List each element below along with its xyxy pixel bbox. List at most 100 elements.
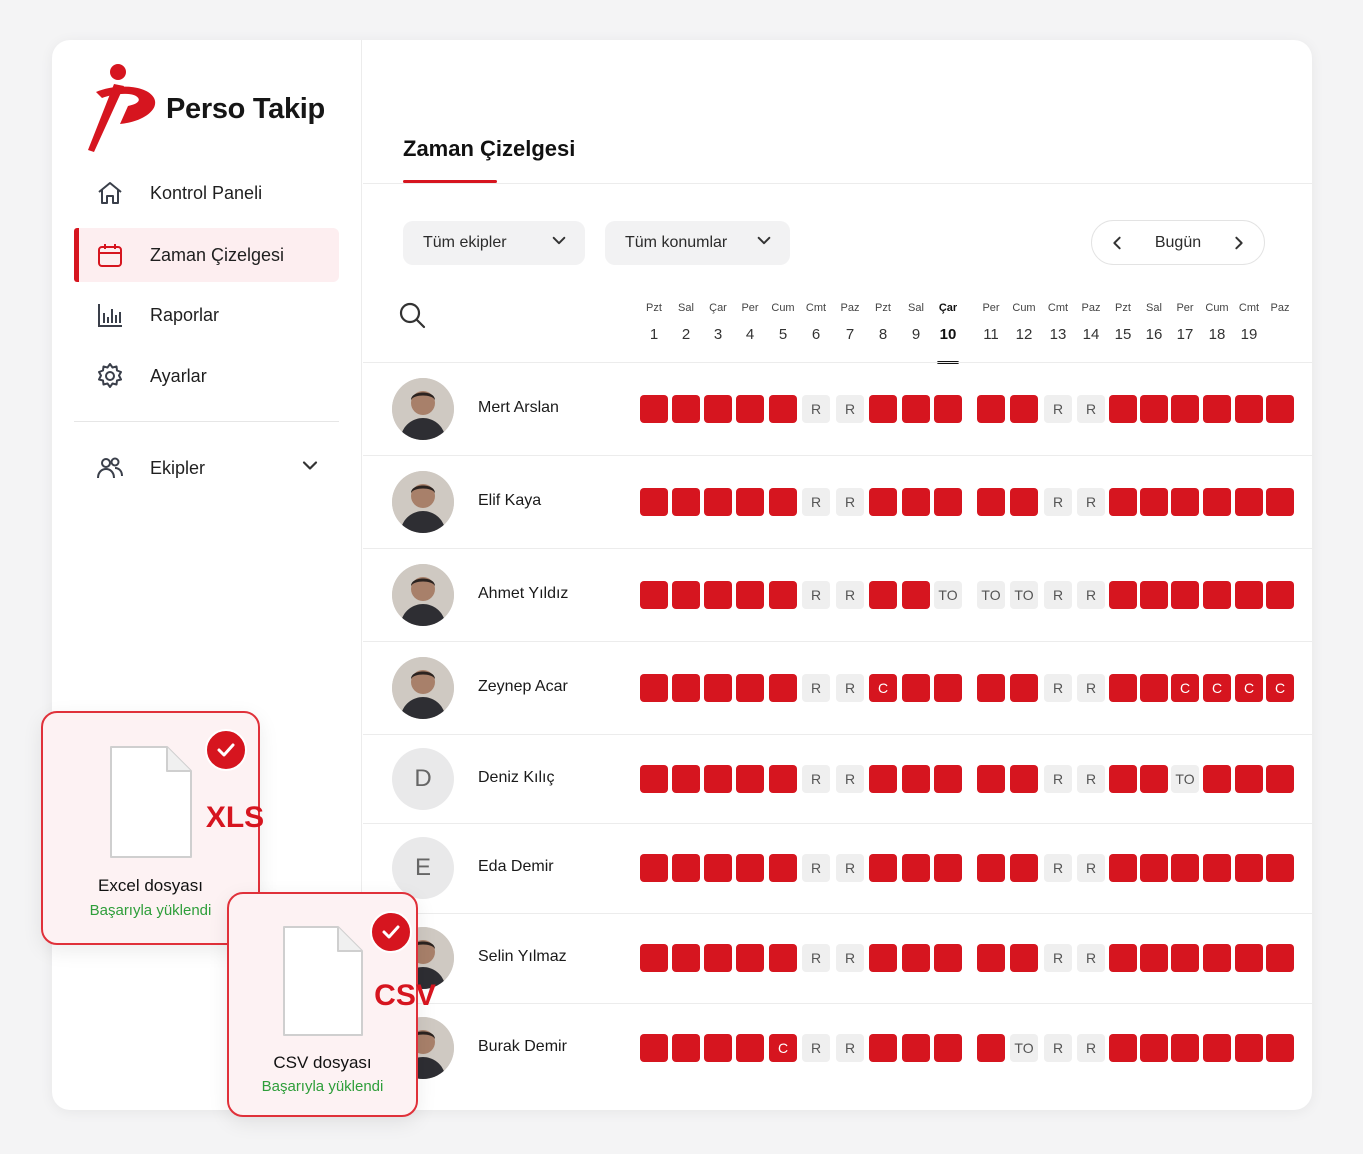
shift-cell-work[interactable]	[672, 854, 700, 882]
shift-cell-work[interactable]	[1109, 854, 1137, 882]
table-row[interactable]: Elif Kaya R R R R	[363, 455, 1312, 548]
shift-cell-work[interactable]	[640, 854, 668, 882]
shift-cell-work[interactable]	[977, 854, 1005, 882]
shift-cell-work[interactable]	[1203, 1034, 1231, 1062]
shift-cell-r[interactable]: R	[1077, 854, 1105, 882]
shift-cell-r[interactable]: R	[802, 580, 830, 609]
shift-cell-r[interactable]: R	[836, 1034, 864, 1062]
shift-cell-work[interactable]	[1140, 854, 1168, 882]
shift-cell-r[interactable]: R	[1044, 580, 1072, 609]
table-row[interactable]: D Deniz Kılıç R R R R TO	[363, 734, 1312, 823]
shift-cell-work[interactable]	[869, 854, 897, 882]
day-column-3[interactable]: Çar 3	[702, 302, 734, 343]
shift-cell-work[interactable]	[902, 580, 930, 609]
shift-cell-r[interactable]: R	[1077, 944, 1105, 972]
shift-cell-work[interactable]	[1109, 764, 1137, 793]
shift-cell-r[interactable]: R	[836, 394, 864, 423]
shift-cell-work[interactable]	[934, 394, 962, 423]
employee-name[interactable]: Deniz Kılıç	[478, 768, 555, 786]
chevron-left-icon[interactable]	[1108, 234, 1126, 252]
shift-cell-r[interactable]: R	[802, 854, 830, 882]
shift-cell-r[interactable]: R	[1044, 764, 1072, 793]
sidebar-item-timesheet[interactable]: Zaman Çizelgesi	[74, 228, 339, 282]
shift-cell-work[interactable]	[1140, 764, 1168, 793]
shift-cell-work[interactable]	[736, 487, 764, 516]
shift-cell-work[interactable]	[736, 1034, 764, 1062]
shift-cell-work[interactable]	[769, 394, 797, 423]
shift-cell-work[interactable]	[869, 764, 897, 793]
sidebar-item-teams[interactable]: Ekipler	[74, 441, 339, 495]
shift-cell-r[interactable]: R	[802, 487, 830, 516]
shift-cell-work[interactable]	[1010, 944, 1038, 972]
table-row[interactable]: Zeynep Acar R R C R R C C C C	[363, 641, 1312, 734]
shift-cell-work[interactable]	[704, 580, 732, 609]
shift-cell-work[interactable]	[1266, 580, 1294, 609]
chevron-down-icon[interactable]	[301, 457, 319, 480]
table-row[interactable]: Mert Arslan R R R R	[363, 362, 1312, 455]
shift-cell-work[interactable]	[869, 487, 897, 516]
logo[interactable]: Perso Takip	[84, 62, 325, 154]
shift-cell-work[interactable]	[672, 764, 700, 793]
shift-cell-r[interactable]: R	[1044, 944, 1072, 972]
shift-cell-work[interactable]	[902, 394, 930, 423]
shift-cell-r[interactable]: R	[1077, 580, 1105, 609]
shift-cell-work[interactable]	[769, 487, 797, 516]
shift-cell-work[interactable]	[1203, 580, 1231, 609]
shift-cell-work[interactable]	[1203, 394, 1231, 423]
shift-cell-c[interactable]: C	[1203, 673, 1231, 702]
day-column-12[interactable]: Cum 12	[1008, 302, 1040, 343]
shift-cell-work[interactable]	[640, 580, 668, 609]
employee-name[interactable]: Zeynep Acar	[478, 677, 568, 695]
shift-cell-work[interactable]	[1203, 764, 1231, 793]
shift-cell-work[interactable]	[640, 394, 668, 423]
day-column-14[interactable]: Paz 14	[1075, 302, 1107, 343]
shift-cell-work[interactable]	[1235, 764, 1263, 793]
shift-cell-work[interactable]	[869, 944, 897, 972]
shift-cell-c[interactable]: C	[1171, 673, 1199, 702]
shift-cell-work[interactable]	[640, 673, 668, 702]
shift-cell-r[interactable]: R	[802, 1034, 830, 1062]
table-row[interactable]: Burak Demir C R R TO R R	[363, 1003, 1312, 1093]
shift-cell-work[interactable]	[934, 1034, 962, 1062]
shift-cell-work[interactable]	[1010, 394, 1038, 423]
day-column-17[interactable]: Per 17	[1169, 302, 1201, 343]
employee-name[interactable]: Selin Yılmaz	[478, 948, 567, 965]
shift-cell-r[interactable]: R	[836, 487, 864, 516]
shift-cell-work[interactable]	[1203, 487, 1231, 516]
shift-cell-r[interactable]: R	[802, 394, 830, 423]
shift-cell-work[interactable]	[977, 764, 1005, 793]
shift-cell-work[interactable]	[1140, 394, 1168, 423]
shift-cell-work[interactable]	[672, 944, 700, 972]
shift-cell-work[interactable]	[1140, 1034, 1168, 1062]
shift-cell-work[interactable]	[1235, 1034, 1263, 1062]
shift-cell-work[interactable]	[977, 673, 1005, 702]
shift-cell-work[interactable]	[902, 854, 930, 882]
shift-cell-work[interactable]	[1140, 673, 1168, 702]
shift-cell-work[interactable]	[1266, 1034, 1294, 1062]
shift-cell-work[interactable]	[640, 944, 668, 972]
shift-cell-r[interactable]: R	[802, 764, 830, 793]
shift-cell-work[interactable]	[704, 487, 732, 516]
shift-cell-work[interactable]	[902, 1034, 930, 1062]
shift-cell-work[interactable]	[1266, 944, 1294, 972]
shift-cell-work[interactable]	[672, 580, 700, 609]
shift-cell-work[interactable]	[1235, 580, 1263, 609]
shift-cell-work[interactable]	[736, 854, 764, 882]
sidebar-item-reports[interactable]: Raporlar	[74, 288, 339, 342]
shift-cell-work[interactable]	[1171, 854, 1199, 882]
shift-cell-c[interactable]: C	[1266, 673, 1294, 702]
shift-cell-work[interactable]	[1109, 1034, 1137, 1062]
day-column-15[interactable]: Pzt 15	[1107, 302, 1139, 343]
day-column-4[interactable]: Per 4	[734, 302, 766, 343]
shift-cell-work[interactable]	[1109, 394, 1137, 423]
day-column-16[interactable]: Sal 16	[1138, 302, 1170, 343]
shift-cell-work[interactable]	[869, 394, 897, 423]
day-column-7[interactable]: Paz 7	[834, 302, 866, 343]
shift-cell-r[interactable]: R	[1077, 764, 1105, 793]
shift-cell-r[interactable]: R	[836, 580, 864, 609]
shift-cell-work[interactable]	[1266, 764, 1294, 793]
shift-cell-work[interactable]	[736, 764, 764, 793]
shift-cell-work[interactable]	[640, 487, 668, 516]
shift-cell-work[interactable]	[769, 580, 797, 609]
shift-cell-work[interactable]	[869, 580, 897, 609]
